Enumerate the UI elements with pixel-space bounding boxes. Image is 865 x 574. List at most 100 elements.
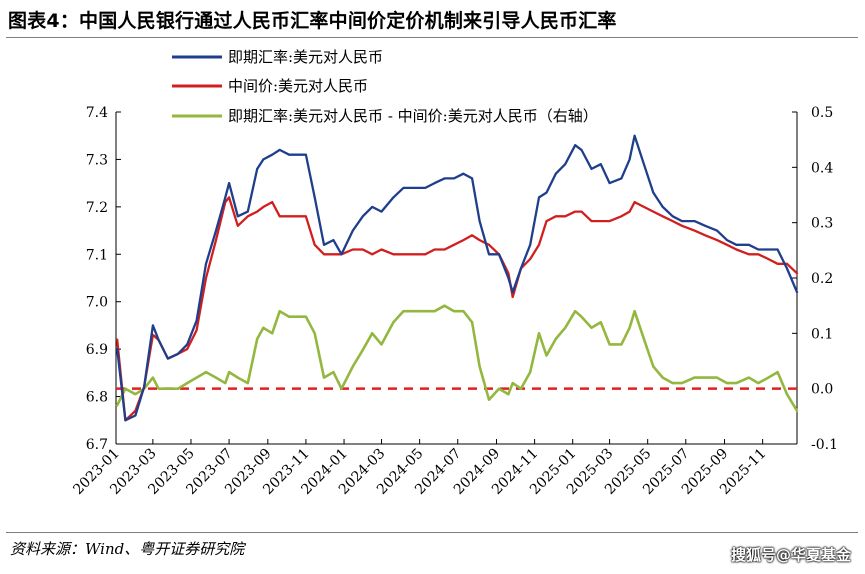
data-point-central [628,210,631,213]
data-point-central [757,253,760,256]
data-point-spot [796,291,798,294]
data-point-spread [796,409,798,412]
data-point-central [262,206,265,208]
data-point-spot [392,196,395,199]
data-point-spot [167,357,169,360]
data-point-spread [608,343,611,346]
data-point-spot [716,229,718,232]
data-point-spot [633,134,636,137]
data-point-spot [786,267,788,270]
data-point-spread [545,354,548,357]
data-point-central [271,201,274,204]
data-point-spread [228,371,231,373]
data-point-spot [643,163,645,166]
right-tick-label: 0.4 [811,160,833,176]
data-point-spread [748,376,750,379]
data-point-central [726,243,728,246]
series-line-spread [115,304,799,413]
data-point-spread [152,376,154,379]
data-point-central [488,243,490,246]
data-point-central [236,224,239,227]
data-point-spot [590,168,593,170]
data-point-central [278,215,281,218]
data-point-central [453,243,455,246]
right-tick-label: 0.5 [811,105,833,121]
data-point-spread [278,310,281,313]
data-point-spot [305,153,307,156]
data-point-central [529,258,532,260]
data-point-central [554,215,557,218]
data-point-central [580,210,583,213]
data-point-spot [177,353,179,355]
data-point-spread [786,393,788,396]
tick-labels: 7.4 7.3 7.2 7.1 7.0 6.9 6.8 6.7 0.5 0.4 0.3 0.2 0.1 0… [70,105,838,498]
data-point-spread [520,387,522,390]
data-point-spot [124,419,127,422]
data-point-central [411,253,414,256]
data-point-spot [134,414,137,417]
data-point-spread [351,365,354,368]
data-point-spread [256,338,259,340]
left-tick-label: 6.8 [86,390,108,406]
data-point-central [545,220,548,223]
data-point-central [297,215,300,218]
data-point-spot [340,253,343,256]
data-point-spread [507,393,510,396]
right-tick-label: 0.0 [811,382,833,398]
data-point-spread [167,387,169,390]
data-point-spot [433,182,436,185]
data-point-central [776,262,779,265]
data-point-central [323,253,325,256]
data-point-spread [443,304,446,307]
data-point-central [735,248,738,251]
data-point-central [215,239,217,242]
data-point-central [433,248,436,251]
data-point-spread [767,376,770,379]
data-point-spot [313,196,316,199]
data-point-central [195,329,198,332]
data-point-spread [633,310,636,313]
data-point-central [633,201,636,204]
data-point-spot [453,177,455,180]
right-tick-label: 0.2 [811,271,833,287]
data-point-spot [726,239,728,242]
data-point-spread [511,382,514,384]
data-point-spot [424,187,427,189]
data-point-central [288,215,290,218]
data-point-central [116,338,119,341]
data-point-spot [767,248,770,251]
data-point-spread [424,310,427,313]
data-point-spread [580,315,583,318]
data-point-central [693,229,696,232]
data-point-spread [177,387,179,390]
data-point-spread [776,371,779,373]
data-point-spread [392,321,395,324]
data-point-spread [529,371,532,373]
data-point-central [599,220,602,223]
data-point-spread [498,387,500,390]
data-point-spot [748,243,750,246]
data-point-central [332,253,335,256]
data-point-spread [671,382,674,384]
series-layer [115,134,799,422]
right-tick-label: 0.1 [811,326,833,342]
data-point-spread [735,382,738,384]
data-point-spot [507,277,510,279]
data-point-spot [228,182,231,185]
data-point-spot [620,177,623,180]
data-point-spread [124,387,127,390]
data-point-central [748,253,750,256]
data-point-spread [323,376,325,379]
data-point-spread [262,326,265,329]
data-point-spread [681,382,683,384]
data-point-central [402,253,405,256]
data-point-central [574,210,577,213]
data-point-central [564,215,567,218]
data-point-central [205,277,207,279]
data-point-central [246,215,249,218]
data-point-central [652,210,655,213]
data-point-spread [590,326,593,329]
data-point-central [590,220,593,223]
